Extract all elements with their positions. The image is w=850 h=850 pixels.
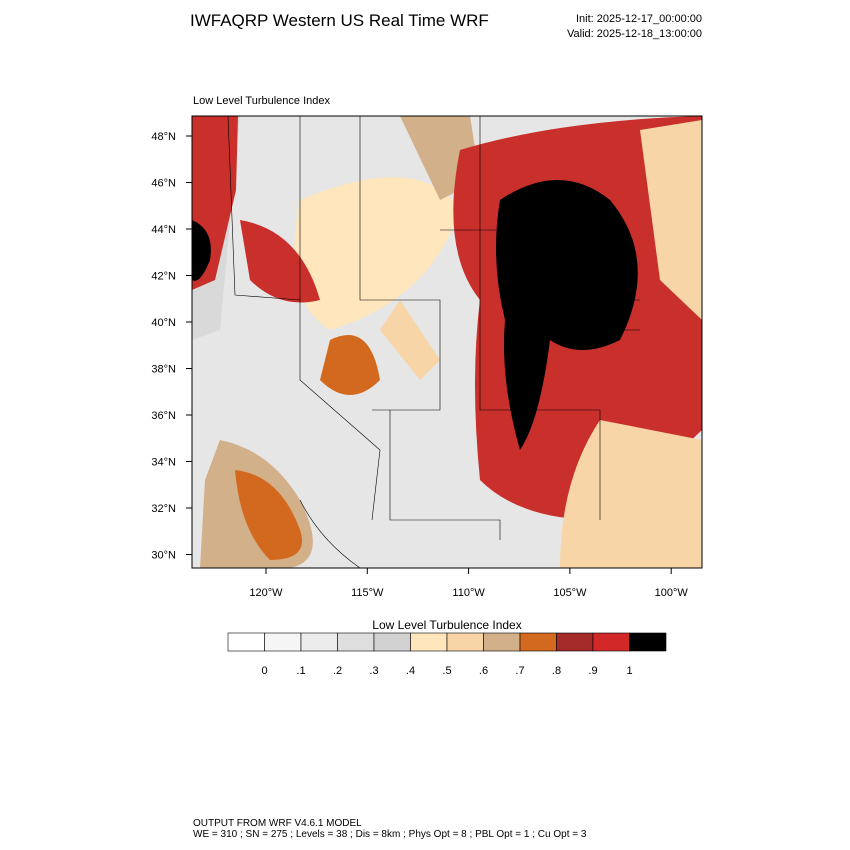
colorbar-box <box>556 632 594 652</box>
lon-label: 115°W <box>351 587 384 599</box>
colorbar-box <box>410 632 448 652</box>
init-time: Init: 2025-12-17_00:00:00 <box>576 13 702 25</box>
colorbar-box <box>446 632 484 652</box>
colorbar-label: 0 <box>261 665 267 677</box>
colorbar-box <box>629 632 667 652</box>
colorbar-label: .9 <box>588 665 597 677</box>
colorbar-title: Low Level Turbulence Index <box>372 618 521 632</box>
lat-label: 32°N <box>151 503 176 515</box>
title: IWFAQRP Western US Real Time WRF <box>190 11 489 30</box>
colorbar-label: .1 <box>296 665 305 677</box>
colorbar-label: .5 <box>442 665 451 677</box>
colorbar-box <box>592 632 630 652</box>
colorbar-label: .4 <box>406 665 415 677</box>
map-title: Low Level Turbulence Index <box>193 95 330 107</box>
colorbar-box <box>373 632 411 652</box>
footer-line: WE = 310 ; SN = 275 ; Levels = 38 ; Dis … <box>193 829 587 840</box>
colorbar-box <box>337 632 375 652</box>
colorbar-box <box>227 632 265 652</box>
colorbar-box <box>519 632 557 652</box>
colorbar-label: .8 <box>552 665 561 677</box>
colorbar-label: .2 <box>333 665 342 677</box>
lat-label: 38°N <box>151 364 176 376</box>
colorbar-label: 1 <box>626 665 632 677</box>
lat-label: 30°N <box>151 550 176 562</box>
valid-time: Valid: 2025-12-18_13:00:00 <box>567 28 702 40</box>
colorbar-box <box>264 632 302 652</box>
lat-label: 46°N <box>151 178 176 190</box>
lon-label: 120°W <box>249 587 283 599</box>
lon-label: 100°W <box>655 587 689 599</box>
footer-line: OUTPUT FROM WRF V4.6.1 MODEL <box>193 818 362 829</box>
map-field <box>192 116 702 568</box>
lat-label: 42°N <box>151 271 176 283</box>
lon-label: 105°W <box>553 587 587 599</box>
lat-label: 48°N <box>151 131 176 143</box>
colorbar-box <box>483 632 521 652</box>
lat-label: 36°N <box>151 410 176 422</box>
lat-label: 40°N <box>151 317 176 329</box>
lat-label: 34°N <box>151 457 176 469</box>
colorbar-label: .6 <box>479 665 488 677</box>
colorbar-label: .3 <box>369 665 378 677</box>
lon-label: 110°W <box>452 587 485 599</box>
colorbar-box <box>300 632 338 652</box>
lat-label: 44°N <box>151 224 176 236</box>
map-frame <box>191 115 703 569</box>
colorbar-label: .7 <box>515 665 524 677</box>
